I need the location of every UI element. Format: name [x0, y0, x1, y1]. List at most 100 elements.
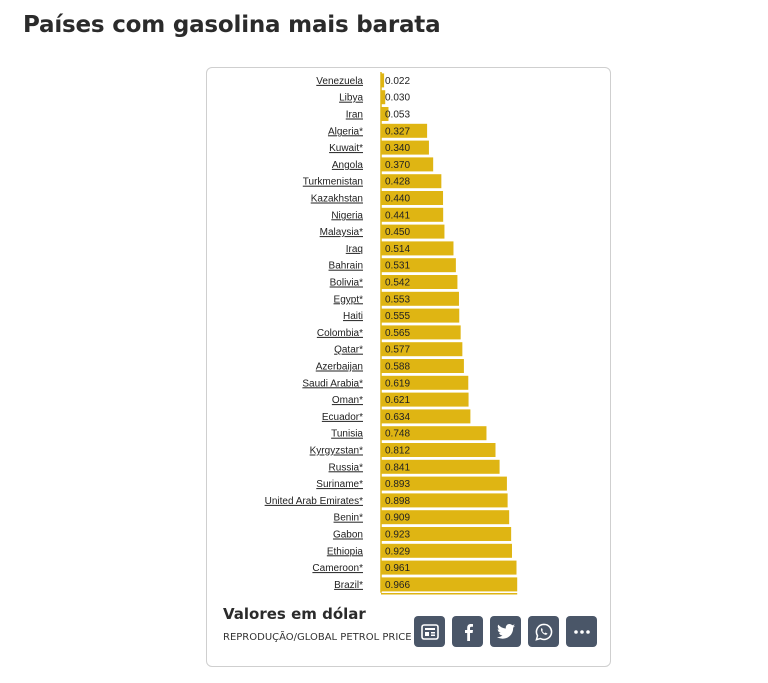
- category-label: Egypt*: [334, 294, 364, 305]
- whatsapp-icon: [534, 623, 552, 641]
- category-label: Iran: [346, 110, 363, 121]
- category-label: Ethiopia: [327, 546, 364, 557]
- bar: [381, 224, 445, 239]
- category-label: Turkmenistan: [303, 177, 363, 188]
- value-label: 0.441: [385, 210, 410, 221]
- value-label: 0.923: [385, 530, 410, 541]
- share-buttons: [414, 616, 597, 647]
- chart-card: Venezuela 0.022 Libya 0.030 Iran 0.053 Algeria…: [206, 67, 611, 667]
- bar: [381, 375, 469, 390]
- category-label: Oman*: [332, 395, 363, 406]
- category-label: Haiti: [343, 311, 363, 322]
- bar: [381, 191, 444, 205]
- bar-chart: Venezuela 0.022 Libya 0.030 Iran 0.053 Algeria…: [265, 72, 518, 595]
- bar: [381, 543, 512, 558]
- bar: [381, 342, 463, 357]
- facebook-icon: [464, 623, 473, 641]
- category-label: Brazil*: [334, 580, 363, 591]
- bar: [381, 207, 444, 222]
- category-label: Azerbaijan: [316, 362, 363, 373]
- bar: [381, 527, 512, 541]
- bar: [381, 443, 496, 457]
- value-label: 0.966: [385, 580, 410, 591]
- share-newspaper-button[interactable]: [414, 616, 445, 647]
- value-label: 0.542: [385, 278, 410, 289]
- twitter-icon: [496, 624, 515, 639]
- category-label: Iraq: [346, 244, 363, 255]
- bar: [381, 308, 460, 323]
- category-label: Malaysia*: [320, 227, 363, 238]
- category-label: Kyrgyzstan*: [310, 446, 363, 457]
- value-label: 0.450: [385, 227, 410, 238]
- image-credit: REPRODUÇÃO/GLOBAL PETROL PRICE: [223, 632, 412, 643]
- category-label: United Arab Emirates*: [265, 496, 363, 507]
- category-label: Angola: [332, 160, 364, 171]
- bar: [381, 459, 500, 474]
- category-label: Russia*: [329, 462, 364, 473]
- value-label: 0.340: [385, 143, 410, 154]
- bar: [381, 107, 389, 121]
- category-label: Tunisia: [331, 429, 363, 440]
- page-title: Países com gasolina mais barata: [23, 12, 441, 38]
- value-label: 0.053: [385, 110, 410, 121]
- bar: [381, 241, 454, 256]
- category-label: Cameroon*: [312, 563, 363, 574]
- bar: [381, 409, 471, 424]
- bar: [381, 275, 458, 289]
- bar: [381, 73, 385, 88]
- category-label: Kazakhstan: [311, 194, 363, 205]
- value-label: 0.748: [385, 429, 410, 440]
- value-label: 0.440: [385, 194, 410, 205]
- bar: [381, 174, 442, 189]
- category-label: Suriname*: [316, 479, 363, 490]
- newspaper-icon: [420, 623, 439, 640]
- more-icon: [573, 629, 590, 634]
- category-label: Benin*: [334, 513, 364, 524]
- value-label: 0.929: [385, 546, 410, 557]
- category-label: Nigeria: [331, 210, 363, 221]
- value-label: 0.531: [385, 261, 410, 272]
- bar: [381, 577, 518, 592]
- value-label: 0.514: [385, 244, 410, 255]
- bar: [381, 123, 428, 138]
- bar: [381, 291, 459, 306]
- value-label: 0.893: [385, 479, 410, 490]
- bar: [381, 157, 434, 172]
- caption-title: Valores em dólar: [223, 605, 366, 623]
- value-label: 0.634: [385, 412, 410, 423]
- category-label: Gabon: [333, 530, 363, 541]
- value-label: 0.621: [385, 395, 410, 406]
- bar: [381, 426, 487, 441]
- chart-caption: Valores em dólar REPRODUÇÃO/GLOBAL PETRO…: [223, 605, 413, 646]
- bar: [381, 510, 510, 525]
- bar: [381, 258, 456, 273]
- category-label: Qatar*: [334, 345, 363, 356]
- more-options-button[interactable]: [566, 616, 597, 647]
- bar: [381, 392, 469, 407]
- bar: [381, 359, 464, 373]
- value-label: 0.555: [385, 311, 410, 322]
- value-label: 0.619: [385, 378, 410, 389]
- value-label: 0.898: [385, 496, 410, 507]
- category-label: Bolivia*: [330, 278, 363, 289]
- category-label: Ecuador*: [322, 412, 363, 423]
- value-label: 0.428: [385, 177, 410, 188]
- category-label: Colombia*: [317, 328, 363, 339]
- share-whatsapp-button[interactable]: [528, 616, 559, 647]
- value-label: 0.327: [385, 126, 410, 137]
- bar: [381, 493, 508, 508]
- bar: [381, 90, 386, 105]
- value-label: 0.961: [385, 563, 410, 574]
- category-label: Bahrain: [329, 261, 363, 272]
- category-label: Saudi Arabia*: [302, 378, 363, 389]
- category-label: Algeria*: [328, 126, 363, 137]
- bar: [381, 560, 517, 575]
- share-facebook-button[interactable]: [452, 616, 483, 647]
- bar: [381, 140, 429, 155]
- value-label: 0.577: [385, 345, 410, 356]
- value-label: 0.812: [385, 446, 410, 457]
- bar: [381, 476, 507, 491]
- category-label: Libya: [339, 93, 363, 104]
- share-twitter-button[interactable]: [490, 616, 521, 647]
- value-label: 0.030: [385, 93, 410, 104]
